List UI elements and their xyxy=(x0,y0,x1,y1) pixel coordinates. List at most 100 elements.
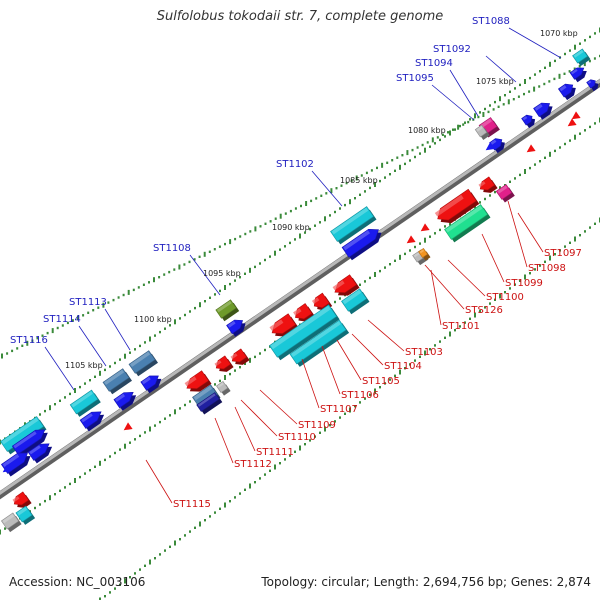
tick-dot xyxy=(59,399,61,402)
leader-line xyxy=(481,233,505,283)
tick-dot xyxy=(127,289,130,295)
tick-dot xyxy=(484,197,486,201)
tick-dot xyxy=(401,154,404,157)
tick-dot xyxy=(119,583,121,586)
gene-arrow xyxy=(571,111,581,120)
tick-dot xyxy=(289,209,292,213)
gene-label: ST1103 xyxy=(405,347,443,358)
tick-dot xyxy=(579,234,581,237)
tick-dot xyxy=(350,179,353,182)
gene-label: ST1092 xyxy=(433,44,471,55)
tick-dot xyxy=(414,245,416,249)
gene-label: ST1111 xyxy=(256,447,294,458)
gene-label: ST1109 xyxy=(298,420,336,431)
tick-dot xyxy=(203,251,206,257)
tick-dot xyxy=(31,339,34,342)
tick-dot xyxy=(384,266,386,269)
tick-dot xyxy=(148,281,150,284)
gene-arrow xyxy=(406,235,416,244)
tick-dot xyxy=(579,42,581,45)
tick-dot xyxy=(369,186,371,190)
tick-dot xyxy=(519,173,521,177)
tick-dot xyxy=(524,169,526,174)
tick-dot xyxy=(569,241,571,244)
tick-dot xyxy=(114,587,116,590)
tick-dot xyxy=(588,59,591,63)
tick-dot xyxy=(564,245,566,248)
tick-dot xyxy=(144,341,146,344)
tick-dot xyxy=(132,288,135,292)
gene-label: ST1094 xyxy=(415,58,453,69)
gene-block xyxy=(113,391,137,411)
tick-dot xyxy=(349,407,351,413)
leader-line xyxy=(240,399,278,437)
tick-dot xyxy=(112,298,115,302)
tick-dot xyxy=(594,222,596,225)
tick-dot xyxy=(534,268,536,271)
tick-dot xyxy=(159,330,161,334)
tick-dot xyxy=(239,276,241,279)
tick-dot xyxy=(87,311,90,314)
gene-block xyxy=(418,247,431,261)
gene-block xyxy=(102,368,132,395)
tick-dot xyxy=(457,124,460,130)
tick-dot xyxy=(194,306,196,310)
leader-line xyxy=(431,84,475,121)
gene-label: ST1095 xyxy=(396,73,434,84)
tick-dot xyxy=(384,176,386,179)
tick-dot xyxy=(558,73,561,79)
tick-dot xyxy=(239,492,241,495)
tick-dot xyxy=(71,319,74,322)
tick-dot xyxy=(168,270,171,274)
tick-dot xyxy=(429,235,431,238)
tick-dot xyxy=(279,213,282,219)
leader-line xyxy=(367,319,405,352)
tick-dot xyxy=(79,475,81,479)
tick-dot xyxy=(568,70,571,73)
tick-dot xyxy=(564,142,566,146)
tick-dot xyxy=(149,426,151,432)
tick-dot xyxy=(209,515,211,518)
tick-dot xyxy=(334,210,336,214)
tick-dot xyxy=(369,393,371,396)
tick-dot xyxy=(370,169,373,172)
tick-dot xyxy=(507,99,510,105)
tick-dot xyxy=(469,118,471,121)
leader-line xyxy=(351,333,384,366)
tick-dot xyxy=(489,194,491,197)
tick-dot xyxy=(449,220,451,226)
tick-dot xyxy=(494,298,496,301)
tick-dot xyxy=(416,146,419,149)
scale-tick-label: 1090 kbp xyxy=(272,223,310,232)
tick-dot xyxy=(409,249,411,252)
tick-dot xyxy=(344,203,346,207)
tick-dot xyxy=(573,67,576,70)
tick-dot xyxy=(424,350,426,356)
tick-dot xyxy=(389,263,391,266)
tick-dot xyxy=(379,269,381,273)
tick-dot xyxy=(64,486,66,489)
tick-dot xyxy=(514,177,516,180)
tick-dot xyxy=(349,199,351,205)
gene-arrow xyxy=(526,144,536,153)
tick-dot xyxy=(34,506,36,510)
tick-dot xyxy=(359,401,361,404)
tick-dot xyxy=(219,379,221,383)
tick-dot xyxy=(254,226,257,232)
tick-dot xyxy=(142,283,145,286)
tick-dot xyxy=(154,334,156,337)
tick-dot xyxy=(414,155,416,159)
tick-dot xyxy=(21,344,24,347)
tick-dot xyxy=(164,549,166,552)
tick-dot xyxy=(504,94,506,97)
gene-block xyxy=(230,348,250,365)
tick-dot xyxy=(499,96,501,102)
tick-dot xyxy=(294,450,296,453)
tick-dot xyxy=(325,192,328,195)
genome-backbone xyxy=(0,78,600,500)
tick-dot xyxy=(404,252,406,256)
gene-block xyxy=(215,380,231,396)
leader-line xyxy=(214,417,234,464)
tick-dot xyxy=(492,108,495,111)
tick-dot xyxy=(594,122,596,125)
